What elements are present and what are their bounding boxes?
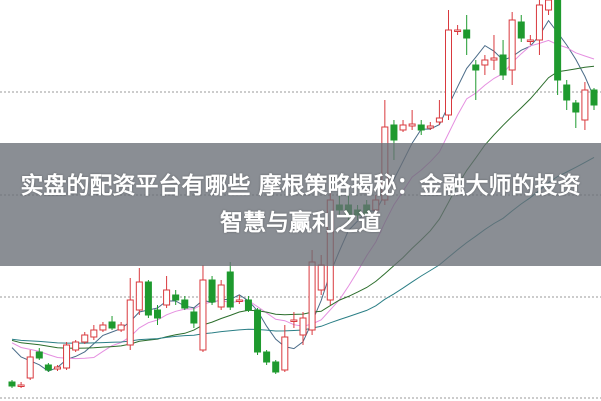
candle-up [399,124,407,131]
candle-down [244,299,252,311]
candle-down [390,124,398,141]
candle-up [126,299,134,346]
candle-up [490,57,498,61]
candle-down [172,294,180,301]
candle-up [26,356,34,379]
candle-up [235,299,243,302]
candle-up [99,324,107,331]
candle-down [108,321,116,329]
candle-up [72,341,80,351]
candle-up [53,366,61,370]
candle-down [554,0,562,81]
candle-down [144,281,152,316]
candle-up [217,284,225,308]
candle-down [181,299,189,309]
candle-up [17,384,25,387]
candle-up [508,19,516,71]
candle-down [517,21,525,39]
candle-down [590,89,598,106]
candle-down [44,364,52,371]
candle-down [499,54,507,76]
candle-down [154,309,161,319]
candle-up [81,334,89,343]
candle-up [481,59,489,66]
candle-down [472,64,480,71]
candle-up [535,4,543,41]
candle-up [408,123,416,127]
candle-down [463,29,471,39]
candle-down [35,351,43,359]
candle-up [163,289,171,306]
candle-up [117,324,125,331]
candle-up [581,89,589,121]
candle-up [308,261,316,331]
candle-up [435,117,443,123]
candle-down [226,271,234,308]
candle-down [572,102,580,113]
candle-down [208,279,216,303]
candle-down [190,311,198,324]
candle-up [199,279,207,351]
candle-up [281,336,289,371]
candle-up [299,317,307,336]
candle-down [263,351,271,363]
candle-up [90,329,98,338]
candle-up [445,29,452,116]
candle-up [63,344,71,369]
article-title: 实盘的配资平台有哪些 摩根策略揭秘：金融大师的投资智慧与赢利之道 [20,172,581,236]
candle-down [563,84,571,101]
candle-up [426,125,434,129]
candle-up [526,39,534,42]
title-banner: 实盘的配资平台有哪些 摩根策略揭秘：金融大师的投资智慧与赢利之道 [0,143,601,266]
candle-down [8,381,16,387]
candle-up [290,319,298,322]
candle-up [135,281,143,311]
candle-down [254,309,262,353]
candle-up [454,29,462,32]
candle-down [272,361,280,373]
candle-down [417,124,425,131]
candle-up [317,264,325,291]
candle-up [545,0,553,11]
